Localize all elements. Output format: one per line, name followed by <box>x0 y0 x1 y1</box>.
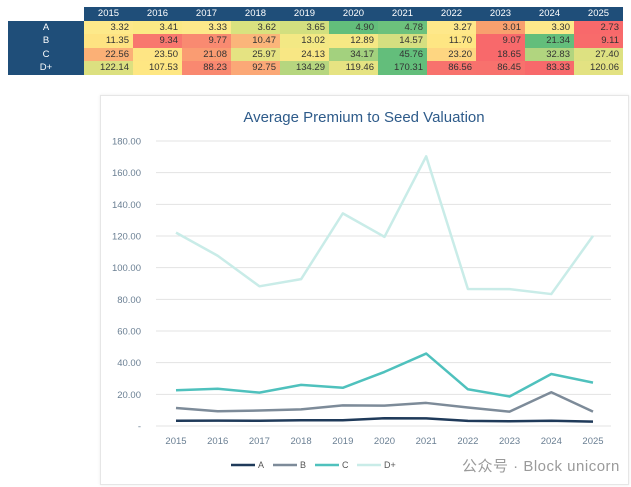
table-cell: 3.62 <box>231 20 280 34</box>
y-tick-label: 60.00 <box>117 327 141 338</box>
table-cell: 3.41 <box>133 20 182 34</box>
y-tick-label: 160.00 <box>112 168 141 179</box>
table-cell: 83.33 <box>525 61 574 75</box>
table-cell: 34.17 <box>329 47 378 61</box>
table-cell: 4.90 <box>329 20 378 34</box>
table-cell: 86.45 <box>476 61 525 75</box>
chart-title: Average Premium to Seed Valuation <box>243 109 484 126</box>
year-header: 2017 <box>182 7 231 21</box>
table-cell: 13.02 <box>280 34 329 48</box>
year-header: 2016 <box>133 7 182 21</box>
table-cell: 21.08 <box>182 47 231 61</box>
y-tick-label: 100.00 <box>112 263 141 274</box>
year-header: 2025 <box>574 7 623 21</box>
line-chart: Average Premium to Seed Valuation - 20.00 4… <box>112 109 611 470</box>
table-cell: 24.13 <box>280 47 329 61</box>
table-cell: 107.53 <box>133 61 182 75</box>
table-row: A 3.32 3.41 3.33 3.62 3.65 4.90 4.78 3.27 3.01 3.3… <box>8 20 623 34</box>
x-tick-label: 2024 <box>541 436 562 447</box>
x-tick-label: 2017 <box>249 436 270 447</box>
series-line-d-plus <box>175 155 595 296</box>
table-cell: 32.83 <box>525 47 574 61</box>
legend-label: A <box>258 460 264 470</box>
y-tick-label: 80.00 <box>117 295 141 306</box>
table-cell: 9.07 <box>476 34 525 48</box>
table-cell: 3.01 <box>476 20 525 34</box>
table-cell: 12.89 <box>329 34 378 48</box>
year-header: 2015 <box>84 7 133 21</box>
table-cell: 3.32 <box>84 20 133 34</box>
table-cell: 86.56 <box>427 61 476 75</box>
series-line-a <box>175 416 594 423</box>
y-tick-label: 140.00 <box>112 200 141 211</box>
table-corner <box>8 7 84 21</box>
table-cell: 3.27 <box>427 20 476 34</box>
table-cell: 3.30 <box>525 20 574 34</box>
y-tick-label: - <box>138 422 141 433</box>
x-tick-label: 2023 <box>499 436 520 447</box>
series-line-b <box>175 390 594 413</box>
table-cell: 11.70 <box>427 34 476 48</box>
year-header: 2023 <box>476 7 525 21</box>
x-tick-label: 2015 <box>165 436 186 447</box>
table-cell: 25.97 <box>231 47 280 61</box>
watermark: 公众号 · Block unicorn <box>462 458 620 475</box>
year-header: 2018 <box>231 7 280 21</box>
row-label: D+ <box>8 61 84 75</box>
table-row: D+ 122.14 107.53 88.23 92.75 134.29 119.46 170.… <box>8 61 623 75</box>
table-cell: 3.33 <box>182 20 231 34</box>
x-tick-label: 2016 <box>207 436 228 447</box>
table-cell: 22.56 <box>84 47 133 61</box>
y-tick-label: 20.00 <box>117 390 141 401</box>
year-header: 2024 <box>525 7 574 21</box>
x-tick-label: 2020 <box>374 436 395 447</box>
table-cell: 170.31 <box>378 61 427 75</box>
table-cell: 23.20 <box>427 47 476 61</box>
table-cell: 9.34 <box>133 34 182 48</box>
table-row: B 11.35 9.34 9.77 10.47 13.02 12.89 14.57 11.70 9… <box>8 34 623 48</box>
table-cell: 11.35 <box>84 34 133 48</box>
row-label: A <box>8 20 84 34</box>
chart-panel: Average Premium to Seed Valuation - 20.00 4… <box>100 95 629 485</box>
table-cell: 92.75 <box>231 61 280 75</box>
y-tick-label: 40.00 <box>117 358 141 369</box>
x-tick-label: 2025 <box>582 436 603 447</box>
table-cell: 120.06 <box>574 61 623 75</box>
table-cell: 122.14 <box>84 61 133 75</box>
table-row: C 22.56 23.50 21.08 25.97 24.13 34.17 45.76 23.2… <box>8 47 623 61</box>
year-header: 2019 <box>280 7 329 21</box>
x-tick-label: 2019 <box>332 436 353 447</box>
x-tick-label: 2018 <box>291 436 312 447</box>
legend-label: D+ <box>384 460 396 470</box>
x-tick-label: 2022 <box>457 436 478 447</box>
premium-heatmap-table: 2015 2016 2017 2018 2019 2020 2021 2022 2023 2024… <box>8 7 623 75</box>
table-cell: 3.65 <box>280 20 329 34</box>
table-cell: 14.57 <box>378 34 427 48</box>
table-cell: 18.65 <box>476 47 525 61</box>
table-cell: 9.77 <box>182 34 231 48</box>
y-tick-label: 180.00 <box>112 137 141 148</box>
table-cell: 27.40 <box>574 47 623 61</box>
row-label: B <box>8 34 84 48</box>
x-tick-label: 2021 <box>416 436 437 447</box>
table-cell: 119.46 <box>329 61 378 75</box>
table-header-row: 2015 2016 2017 2018 2019 2020 2021 2022 2023 2024… <box>8 7 623 21</box>
table-cell: 10.47 <box>231 34 280 48</box>
table-cell: 88.23 <box>182 61 231 75</box>
table-cell: 134.29 <box>280 61 329 75</box>
table-cell: 2.73 <box>574 20 623 34</box>
series-line-c <box>175 352 594 398</box>
table-cell: 45.76 <box>378 47 427 61</box>
legend-label: B <box>300 460 306 470</box>
legend-label: C <box>342 460 349 470</box>
table-cell: 21.34 <box>525 34 574 48</box>
table-cell: 4.78 <box>378 20 427 34</box>
year-header: 2022 <box>427 7 476 21</box>
year-header: 2021 <box>378 7 427 21</box>
year-header: 2020 <box>329 7 378 21</box>
table-cell: 9.11 <box>574 34 623 48</box>
y-tick-label: 120.00 <box>112 232 141 243</box>
table-cell: 23.50 <box>133 47 182 61</box>
row-label: C <box>8 47 84 61</box>
